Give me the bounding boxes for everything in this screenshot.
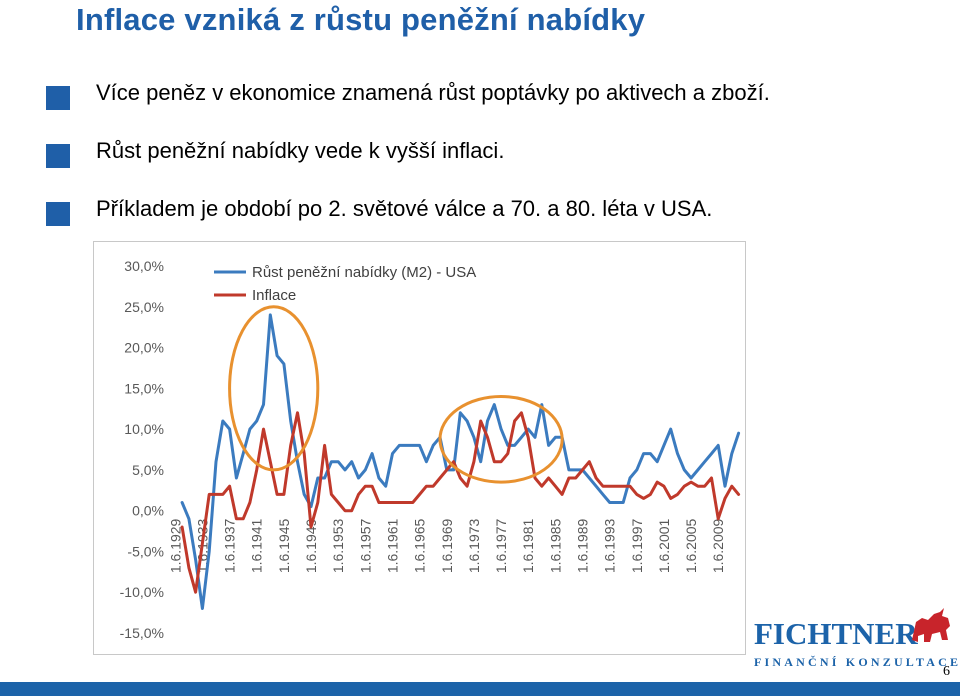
highlight-circle: [228, 305, 320, 472]
bullet-square-icon: [46, 202, 70, 226]
series-line: [180, 313, 741, 610]
x-tick-label: 1.6.1965: [412, 518, 428, 573]
page-number: 6: [943, 664, 950, 679]
legend-label: Růst peněžní nabídky (M2) - USA: [252, 264, 476, 281]
line-chart: -15,0% -10,0% -5,0% 0,0% 5,0% 10,0% 15,0% 20,0%…: [120, 258, 741, 641]
x-tick-label: 1.6.1945: [276, 518, 292, 573]
x-tick-label: 1.6.1953: [330, 518, 346, 573]
slide-title: Inflace vzniká z růstu peněžní nabídky: [76, 2, 646, 37]
x-tick-label: 1.6.1977: [493, 518, 509, 573]
bullet-square-icon: [46, 144, 70, 168]
y-tick-label: -10,0%: [120, 584, 164, 600]
y-tick-label: 20,0%: [124, 340, 164, 356]
y-tick-label: 10,0%: [124, 421, 164, 437]
x-tick-label: 1.6.1997: [629, 518, 645, 573]
y-tick-label: -15,0%: [120, 625, 164, 641]
y-tick-label: 15,0%: [124, 380, 164, 396]
y-tick-label: 30,0%: [124, 258, 164, 274]
x-tick-label: 1.6.1985: [547, 518, 563, 573]
logo-name: FICHTNER: [754, 616, 918, 651]
bullet-text: Více peněz v ekonomice znamená růst popt…: [96, 80, 770, 105]
y-tick-label: 0,0%: [132, 503, 164, 519]
x-tick-label: 1.6.1973: [466, 518, 482, 573]
bullet-text: Příkladem je období po 2. světové válce …: [96, 196, 713, 221]
bullet-text: Růst peněžní nabídky vede k vyšší inflac…: [96, 138, 505, 163]
logo-graphic: FICHTNER FINANČNÍ KONZULTACE: [754, 608, 958, 669]
logo-subtitle: FINANČNÍ KONZULTACE: [754, 655, 958, 669]
y-tick-label: 5,0%: [132, 462, 164, 478]
y-tick-label: 25,0%: [124, 299, 164, 315]
x-tick-label: 1.6.1989: [575, 518, 591, 573]
series-line: [180, 411, 741, 594]
x-tick-label: 1.6.1929: [167, 518, 183, 573]
x-tick-label: 1.6.1969: [439, 518, 455, 573]
x-tick-label: 1.6.2001: [656, 518, 672, 573]
x-tick-label: 1.6.1981: [520, 518, 536, 573]
bullet-square-icon: [46, 86, 70, 110]
x-tick-label: 1.6.2009: [710, 518, 726, 573]
highlight-circle: [438, 394, 564, 484]
x-tick-label: 1.6.2005: [683, 518, 699, 573]
bull-icon: [912, 608, 950, 642]
x-tick-label: 1.6.1941: [249, 518, 265, 573]
x-tick-label: 1.6.1949: [303, 518, 319, 573]
x-tick-label: 1.6.1961: [384, 518, 400, 573]
fichtner-logo: FICHTNER FINANČNÍ KONZULTACE: [752, 600, 958, 672]
y-tick-label: -5,0%: [127, 543, 164, 559]
x-tick-label: 1.6.1937: [222, 518, 238, 573]
footer-bar: [0, 682, 960, 696]
x-tick-label: 1.6.1993: [602, 518, 618, 573]
chart-frame: -15,0% -10,0% -5,0% 0,0% 5,0% 10,0% 15,0% 20,0%…: [93, 241, 746, 655]
legend-label: Inflace: [252, 287, 296, 304]
x-tick-label: 1.6.1957: [357, 518, 373, 573]
